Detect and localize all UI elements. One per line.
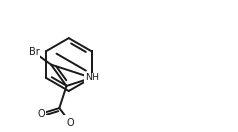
Text: O: O bbox=[37, 109, 45, 119]
Text: Br: Br bbox=[29, 47, 40, 57]
Text: O: O bbox=[67, 118, 74, 128]
Text: NH: NH bbox=[85, 73, 99, 82]
